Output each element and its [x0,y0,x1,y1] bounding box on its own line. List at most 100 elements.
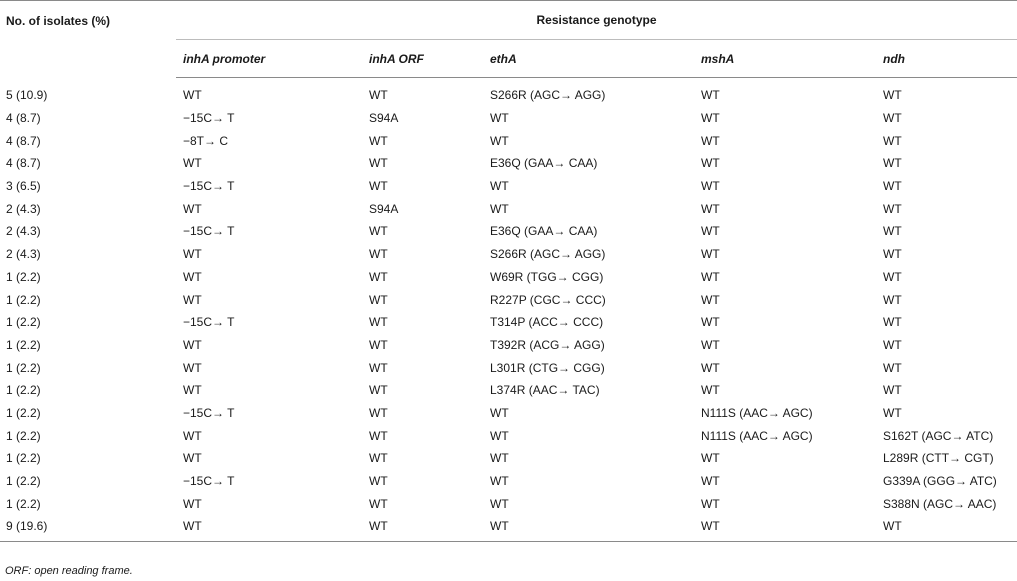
ndh-cell: WT [883,269,902,284]
inha-promoter-cell: WT [176,515,362,542]
header-resistance-genotype: Resistance genotype [176,0,1017,40]
table-body: 5 (10.9) WT WT S266R (AGC→ AGG) WT WT 4 (8.7) −… [0,78,1017,542]
inha-promoter-cell: −15C→ T [183,179,235,194]
inha-promoter-cell: −15C→ T [183,315,235,330]
msha-cell: WT [701,88,720,103]
isolates-cell: 4 (8.7) [6,111,41,126]
msha-cell: WT [701,179,720,194]
table-row: 1 (2.2) WT WT WT WT L289R (CTT→ CGT) [0,447,1017,470]
isolates-cell: 1 (2.2) [6,292,41,307]
table-row: 1 (2.2) −15C→ T WT T314P (ACC→ CCC) WT WT [0,311,1017,334]
inha-orf-cell: WT [369,405,388,420]
inha-orf-cell: WT [369,224,388,239]
inha-promoter-cell: WT [183,428,202,443]
isolates-cell: 5 (10.9) [6,88,48,103]
etha-cell: WT [490,405,509,420]
table-row: 1 (2.2) WT WT T392R (ACG→ AGG) WT WT [0,334,1017,357]
inha-orf-cell: WT [362,515,483,542]
msha-cell: WT [701,201,720,216]
ndh-cell: WT [883,156,902,171]
isolates-cell: 1 (2.2) [6,496,41,511]
inha-orf-cell: WT [369,383,388,398]
inha-promoter-cell: WT [183,156,202,171]
isolates-cell: 2 (4.3) [6,201,41,216]
isolates-cell: 4 (8.7) [6,133,41,148]
ndh-cell: WT [883,179,902,194]
inha-orf-cell: WT [369,247,388,262]
table-row: 2 (4.3) −15C→ T WT E36Q (GAA→ CAA) WT WT [0,220,1017,243]
header-etha: ethA [483,39,694,78]
inha-promoter-cell: WT [183,360,202,375]
etha-cell: T314P (ACC→ CCC) [490,315,604,330]
inha-orf-cell: WT [369,360,388,375]
isolates-cell: 2 (4.3) [6,224,41,239]
ndh-cell: WT [883,315,902,330]
ndh-cell: WT [883,111,902,126]
inha-orf-cell: WT [369,179,388,194]
isolates-cell: 1 (2.2) [6,451,41,466]
isolates-cell: 1 (2.2) [6,428,41,443]
inha-promoter-cell: WT [183,337,202,352]
table-row: 1 (2.2) WT WT W69R (TGG→ CGG) WT WT [0,266,1017,289]
inha-promoter-cell: WT [183,292,202,307]
inha-orf-cell: S94A [369,111,399,126]
inha-orf-cell: WT [369,133,388,148]
etha-cell: L374R (AAC→ TAC) [490,383,600,398]
inha-promoter-cell: WT [183,247,202,262]
header-row-group: No. of isolates (%) Resistance genotype [0,0,1017,78]
table-row: 2 (4.3) WT WT S266R (AGC→ AGG) WT WT [0,243,1017,266]
ndh-cell: L289R (CTT→ CGT) [883,451,994,466]
table-row: 1 (2.2) −15C→ T WT WT N111S (AAC→ AGC) WT [0,402,1017,425]
msha-cell: WT [701,292,720,307]
ndh-cell: WT [876,515,1017,542]
etha-cell: S266R (AGC→ AGG) [490,247,606,262]
inha-promoter-cell: WT [183,496,202,511]
inha-promoter-cell: −15C→ T [183,474,235,489]
inha-orf-cell: WT [369,337,388,352]
msha-cell: WT [701,156,720,171]
table-row: 2 (4.3) WT S94A WT WT WT [0,197,1017,220]
ndh-cell: WT [883,133,902,148]
isolates-cell: 4 (8.7) [6,156,41,171]
msha-cell: WT [701,133,720,148]
isolates-cell: 1 (2.2) [6,269,41,284]
msha-cell: WT [701,451,720,466]
table-row: 3 (6.5) −15C→ T WT WT WT WT [0,175,1017,198]
table-row: 1 (2.2) WT WT R227P (CGC→ CCC) WT WT [0,288,1017,311]
msha-cell: WT [701,360,720,375]
header-msha: mshA [694,39,876,78]
inha-promoter-cell: WT [183,383,202,398]
inha-orf-cell: WT [369,451,388,466]
inha-orf-cell: WT [369,315,388,330]
msha-cell: WT [701,247,720,262]
table-row: 4 (8.7) −8T→ C WT WT WT WT [0,129,1017,152]
etha-cell: WT [490,428,509,443]
inha-promoter-cell: −15C→ T [183,111,235,126]
msha-cell: WT [701,337,720,352]
etha-cell: WT [483,515,694,542]
header-inha-promoter: inhA promoter [176,39,362,78]
inha-orf-cell: WT [369,292,388,307]
msha-cell: WT [701,315,720,330]
inha-orf-cell: WT [369,428,388,443]
inha-promoter-cell: −15C→ T [183,224,235,239]
table-row: 5 (10.9) WT WT S266R (AGC→ AGG) WT WT [0,78,1017,107]
msha-cell: WT [701,474,720,489]
isolates-cell: 1 (2.2) [6,474,41,489]
etha-cell: WT [490,133,509,148]
ndh-cell: WT [883,383,902,398]
isolates-cell: 1 (2.2) [6,315,41,330]
msha-cell: WT [701,111,720,126]
etha-cell: E36Q (GAA→ CAA) [490,224,598,239]
etha-cell: T392R (ACG→ AGG) [490,337,605,352]
header-isolates: No. of isolates (%) [0,0,176,78]
inha-promoter-cell: −15C→ T [183,405,235,420]
isolates-cell: 1 (2.2) [6,337,41,352]
header-ndh: ndh [876,39,1017,78]
msha-cell: N111S (AAC→ AGC) [701,405,813,420]
table-row: 1 (2.2) WT WT WT WT S388N (AGC→ AAC) [0,492,1017,515]
table-footnote: ORF: open reading frame. [5,565,133,577]
isolates-cell: 1 (2.2) [6,405,41,420]
inha-promoter-cell: WT [183,201,202,216]
ndh-cell: G339A (GGG→ ATC) [883,474,997,489]
